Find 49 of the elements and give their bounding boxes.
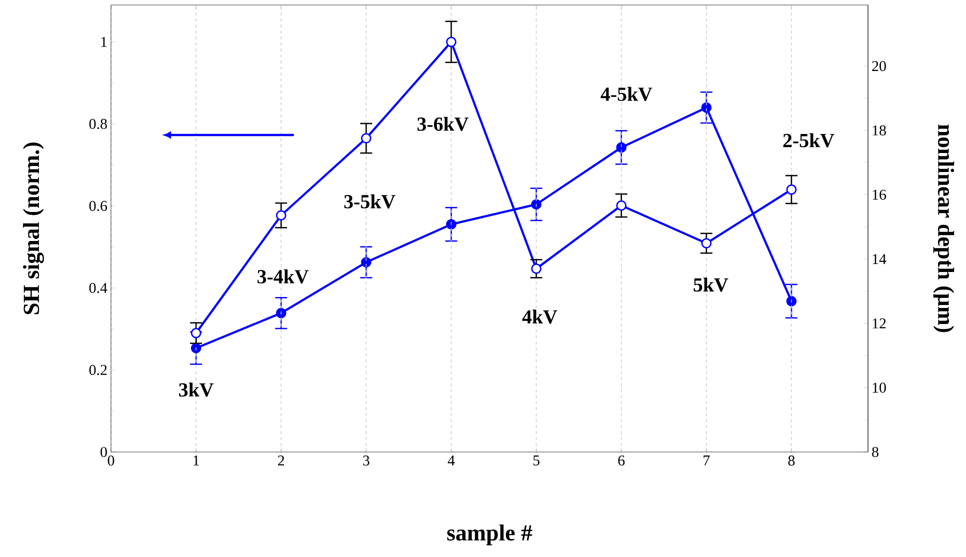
point [190,328,202,338]
x-tick-label: 0 [108,456,114,466]
x-axis-title: sample # [447,524,532,546]
y2-tick-label: 12 [872,318,886,328]
point [276,308,286,318]
y-axis-title: SH signal (norm.) [22,142,44,314]
point [701,238,712,248]
point [786,296,797,306]
point [701,102,712,113]
x-tick-label: 5 [533,456,540,466]
y2-axis-title: nonlinear depth (µm) [933,124,954,332]
annotation: 3-5kV [344,194,396,208]
x-tick-label: 7 [704,456,710,466]
y2-tick-label: 18 [872,125,886,136]
x-tick-label: 3 [363,456,370,466]
annotation: 2-5kV [783,133,834,148]
annotation: 5kV [694,278,728,292]
point [616,142,627,153]
point [190,342,202,354]
y2-tick-label: 14 [872,254,886,264]
annotation: 3-6kV [417,116,468,131]
annotation: 4-5kV [600,86,652,102]
x-tick-label: 6 [618,456,625,466]
annotation: 3kV [179,382,214,397]
y2-tick-label: 20 [872,61,886,72]
point [786,184,797,195]
y2-tick-label: 8 [872,446,878,458]
point [276,210,286,221]
point [360,133,372,144]
x-tick-label: 1 [194,456,199,466]
annotation: 4kV [522,310,558,324]
y-tick-label: 0.4 [89,282,108,294]
point [531,199,542,210]
y-tick-label: 1 [101,36,107,47]
x-tick-label: 2 [278,456,284,466]
y-tick-label: 0.8 [89,118,107,130]
point [446,36,456,48]
x-tick-label: 4 [448,456,455,466]
y-tick-label: 0.6 [89,200,108,212]
y-tick-label: 0 [100,446,107,458]
point [616,200,627,211]
point [446,219,456,230]
point [531,264,542,274]
y-tick-label: 0.2 [89,364,107,376]
annotation: 3-4kV [258,269,309,284]
y2-tick-label: 10 [872,382,886,393]
point [360,257,372,268]
x-tick-label: 8 [788,456,795,466]
y2-tick-label: 16 [872,190,886,200]
